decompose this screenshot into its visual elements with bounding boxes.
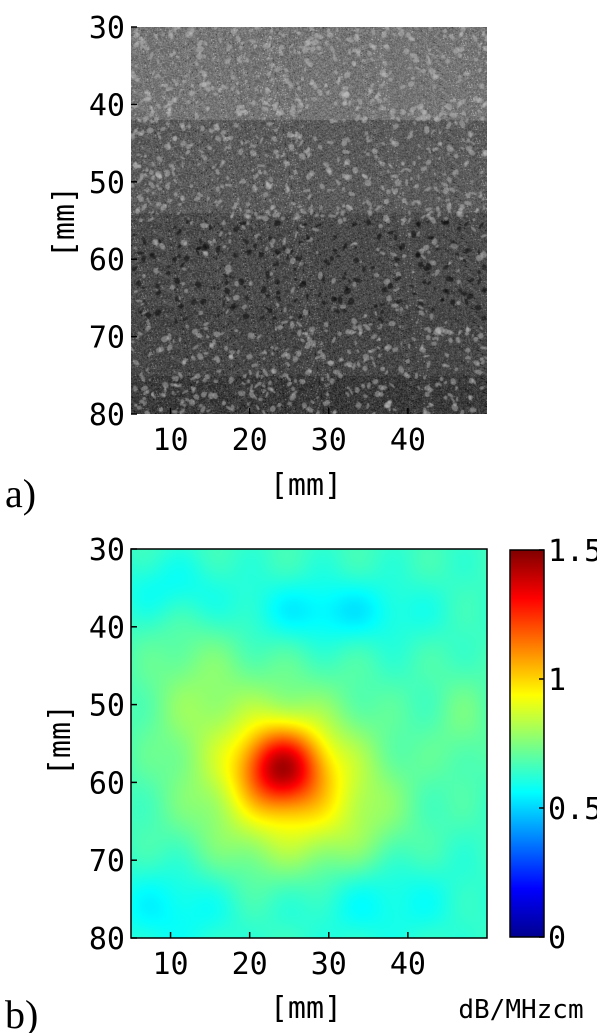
y-tick-label: 80 (89, 398, 125, 433)
panel-a-label: a) (5, 471, 36, 516)
colorbar-tick-label: 1.5 (548, 534, 597, 569)
y-tick-label: 70 (89, 321, 125, 356)
y-tick-label: 70 (89, 844, 125, 879)
x-tick-label: 20 (232, 423, 268, 458)
attenuation-heatmap (131, 549, 487, 938)
colorbar-tick-label: 0 (548, 921, 566, 956)
y-tick-label: 40 (89, 611, 125, 646)
x-tick-label: 40 (390, 947, 426, 982)
y-tick-label: 50 (89, 166, 125, 201)
colorbar (509, 549, 545, 938)
x-tick-label: 10 (152, 423, 188, 458)
x-tick-label: 40 (390, 423, 426, 458)
y-tick-label: 30 (89, 11, 125, 46)
y-tick-label: 80 (89, 922, 125, 957)
y-tick-label: 40 (89, 88, 125, 123)
y-tick-label: 50 (89, 689, 125, 724)
panel-b-label: b) (5, 992, 38, 1033)
y-tick-label: 60 (89, 243, 125, 278)
x-tick-label: 30 (311, 423, 347, 458)
x-tick-label: 20 (232, 947, 268, 982)
panel-a-ylabel: [mm] (47, 186, 82, 258)
panel-b-xlabel: [mm] (270, 991, 342, 1026)
panel-a: 30 40 50 60 70 80 10 20 30 40 [mm] [mm] a) (5, 11, 487, 516)
grayscale-ultrasound-image (131, 27, 487, 414)
x-tick-label: 10 (152, 947, 188, 982)
panel-a-xlabel: [mm] (270, 468, 342, 503)
colorbar-tick-label: 1 (548, 663, 566, 698)
y-tick-label: 30 (89, 533, 125, 568)
colorbar-unit: dB/MHzcm (458, 995, 583, 1025)
x-tick-label: 30 (311, 947, 347, 982)
y-tick-label: 60 (89, 766, 125, 801)
panel-b-ylabel: [mm] (43, 704, 78, 776)
colorbar-tick-label: 0.5 (548, 792, 597, 827)
